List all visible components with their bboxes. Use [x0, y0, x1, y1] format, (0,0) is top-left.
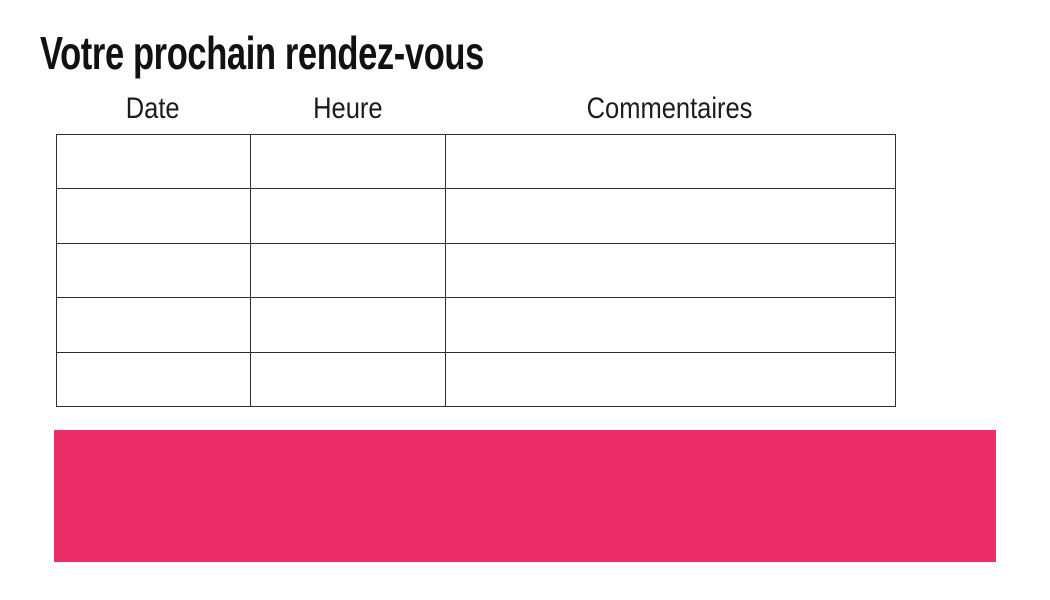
cell-heure: [250, 297, 446, 353]
cell-date: [56, 133, 251, 190]
cell-commentaires: [445, 242, 896, 299]
cell-date: [56, 188, 251, 244]
pink-banner: [54, 430, 996, 562]
page-title: Votre prochain rendez-vous: [40, 27, 484, 79]
table-row: [56, 297, 896, 353]
cell-commentaires: [445, 297, 896, 353]
cell-date: [56, 351, 251, 408]
table-row: [56, 133, 896, 190]
column-header-heure: Heure: [312, 92, 383, 125]
cell-heure: [250, 133, 446, 190]
table-header-row: Date Heure Commentaires: [56, 94, 895, 124]
cell-commentaires: [445, 133, 896, 190]
cell-date: [56, 242, 251, 299]
column-header-commentaires: Commentaires: [587, 92, 753, 125]
column-header-date: Date: [126, 92, 180, 125]
table-row: [56, 188, 896, 244]
cell-heure: [250, 351, 446, 408]
table-row: [56, 242, 896, 299]
cell-commentaires: [445, 188, 896, 244]
cell-heure: [250, 188, 446, 244]
cell-date: [56, 297, 251, 353]
table-row: [56, 351, 896, 408]
cell-commentaires: [445, 351, 896, 408]
appointments-table: [56, 133, 896, 408]
cell-heure: [250, 242, 446, 299]
